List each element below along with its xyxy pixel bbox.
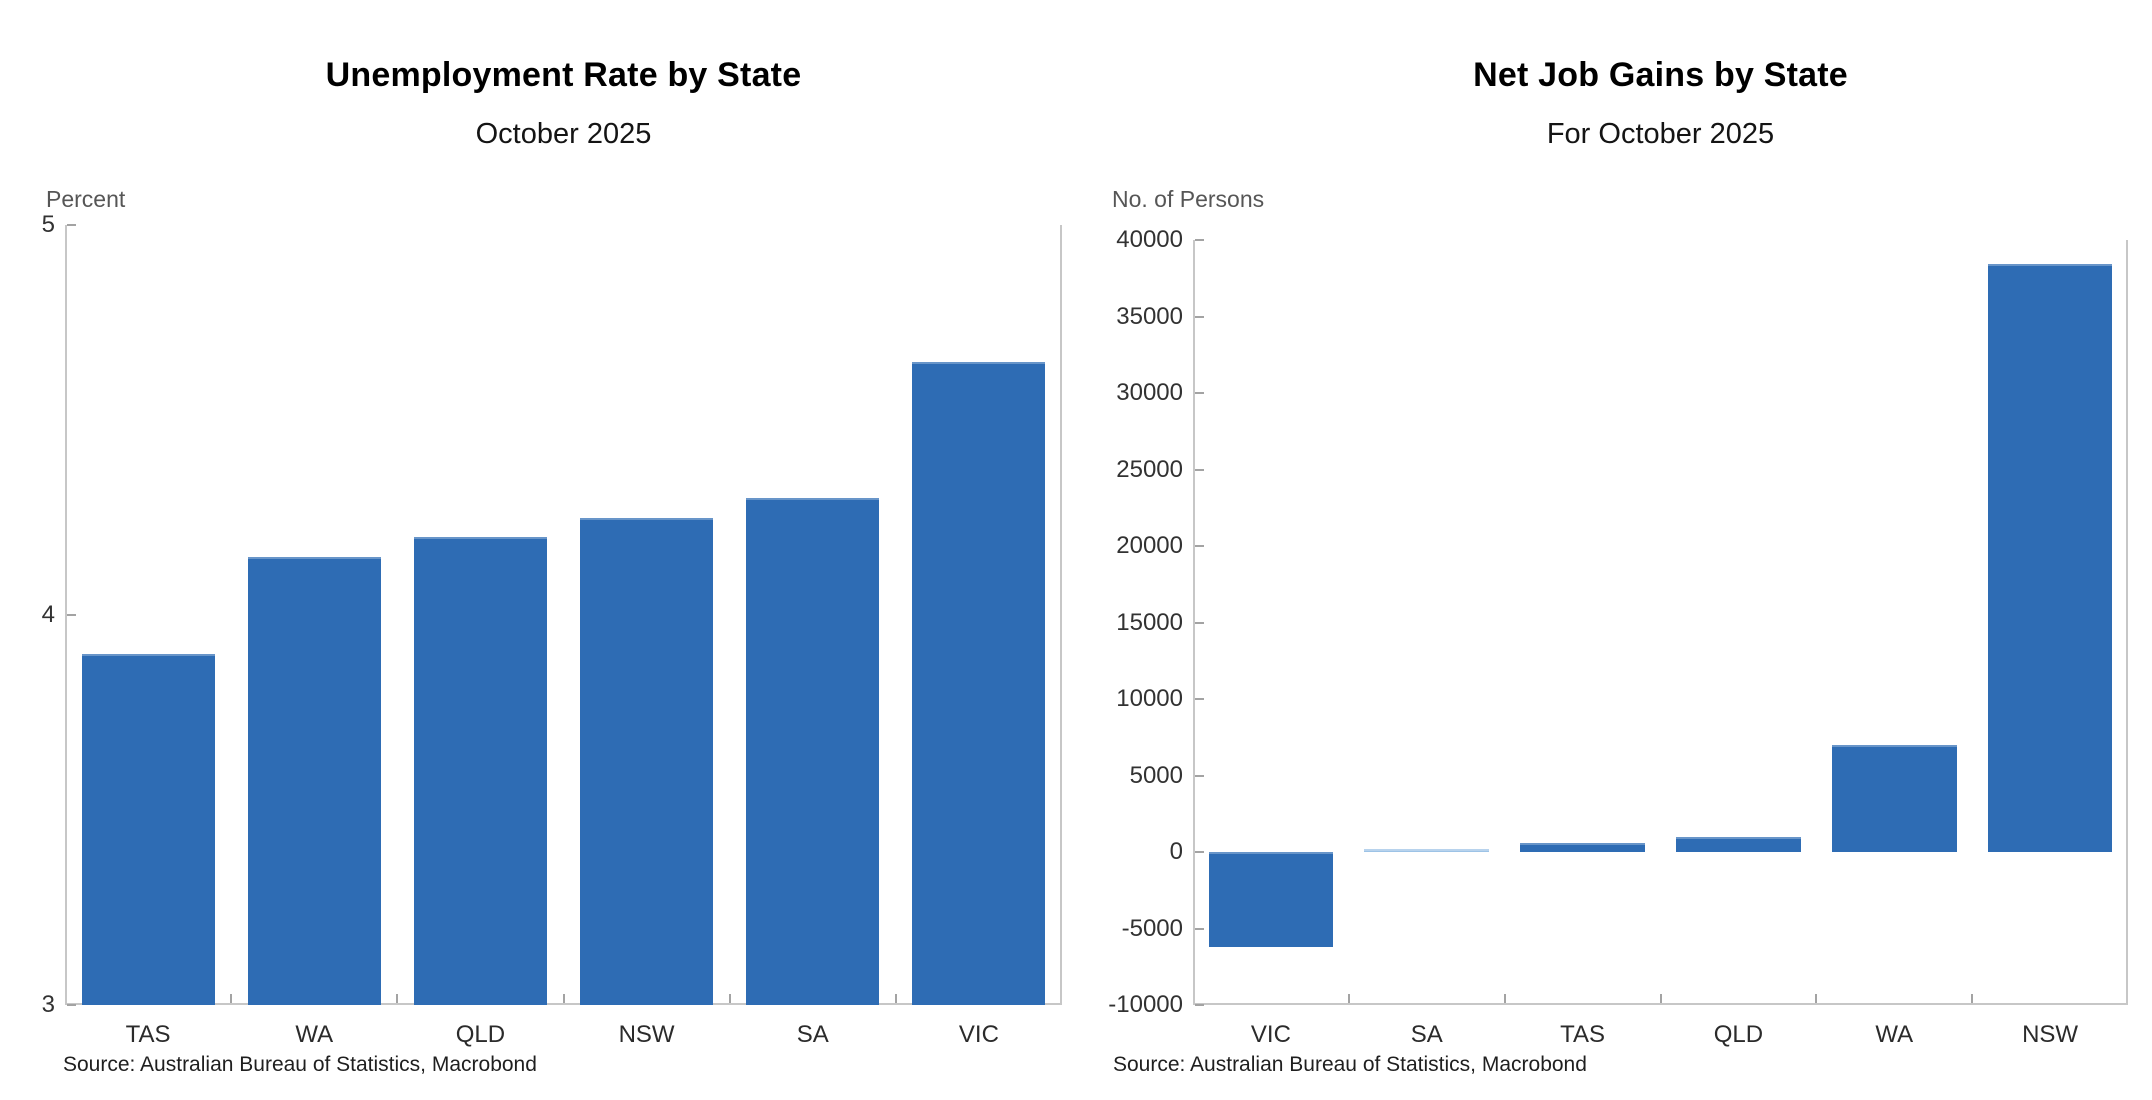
x-category-label: TAS (125, 1021, 171, 1048)
x-tick-mark (1815, 994, 1818, 1003)
y-tick-label: 10000 (1116, 685, 1183, 712)
bar-wa (247, 556, 381, 1005)
bar-qld (1676, 836, 1801, 852)
y-tick-mark (1195, 774, 1204, 777)
y-tick-mark (1195, 1004, 1204, 1006)
y-tick-label: 3 (41, 991, 55, 1018)
y-tick-label: 15000 (1116, 608, 1183, 636)
bar-tas (1520, 842, 1645, 852)
y-tick-mark (1195, 851, 1204, 853)
y-tick-mark (1195, 315, 1204, 318)
y-tick-mark (1195, 392, 1204, 394)
y-tick-mark (1195, 239, 1204, 241)
y-tick-label: 30000 (1116, 379, 1183, 406)
y-tick-mark (67, 1004, 76, 1006)
y-tick-label: 35000 (1116, 302, 1183, 330)
net-job-gains-chart: Net Job Gains by State For October 2025 … (1076, 0, 2152, 1100)
plot-area (1193, 239, 2128, 1006)
y-tick-mark (1195, 621, 1204, 624)
bar-tas (81, 654, 215, 1005)
y-axis-unit-label: No. of Persons (1112, 186, 1265, 212)
x-tick-mark (562, 994, 565, 1003)
x-category-label: WA (295, 1021, 334, 1048)
chart-subtitle: For October 2025 (1546, 118, 1775, 150)
x-tick-mark (1971, 994, 1974, 1003)
y-tick-label: -10000 (1108, 991, 1183, 1018)
y-tick-mark (1195, 698, 1204, 700)
y-tick-label: 5000 (1129, 761, 1183, 789)
x-category-label: QLD (1713, 1021, 1764, 1048)
y-tick-mark (1195, 545, 1204, 547)
source-note: Source: Australian Bureau of Statistics,… (1113, 1053, 1587, 1076)
x-category-label: VIC (958, 1021, 999, 1048)
bar-qld (413, 537, 547, 1005)
bar-nsw (1987, 264, 2113, 852)
bar-nsw (580, 517, 714, 1005)
x-tick-mark (728, 994, 731, 1003)
x-axis-line (1193, 1003, 2128, 1005)
y-tick-mark (67, 224, 76, 226)
x-category-label: NSW (2022, 1021, 2079, 1048)
x-tick-mark (396, 994, 399, 1003)
x-category-label: SA (1410, 1021, 1443, 1048)
y-axis-line (1193, 240, 1195, 1005)
y-tick-label: 5 (41, 211, 55, 238)
bar-wa (1831, 744, 1957, 852)
y-tick-label: 40000 (1116, 226, 1183, 253)
bar-sa (746, 498, 880, 1005)
source-note: Source: Australian Bureau of Statistics,… (63, 1053, 537, 1076)
y-tick-label: 0 (1169, 838, 1183, 865)
x-category-label: WA (1875, 1021, 1914, 1048)
y-tick-mark (1195, 468, 1204, 471)
bar-vic (912, 361, 1046, 1005)
y-axis-line (65, 225, 67, 1005)
y-tick-mark (1195, 927, 1204, 930)
x-tick-mark (1503, 994, 1506, 1003)
right-frame-line (2126, 240, 2128, 1005)
y-axis-unit-label: Percent (46, 186, 126, 212)
y-tick-label: 20000 (1116, 532, 1183, 559)
y-tick-mark (67, 614, 76, 616)
unemployment-rate-chart: Unemployment Rate by State October 2025 … (41, 56, 1062, 1076)
y-tick-label: -5000 (1121, 914, 1183, 942)
chart-title: Unemployment Rate by State (325, 56, 802, 94)
x-axis-line (65, 1003, 1062, 1005)
x-category-label: VIC (1250, 1021, 1291, 1048)
x-tick-mark (1347, 994, 1350, 1003)
y-tick-label: 25000 (1116, 455, 1183, 483)
chart-title: Net Job Gains by State (1473, 56, 1848, 94)
x-category-label: SA (796, 1021, 829, 1048)
x-tick-mark (894, 994, 897, 1003)
x-category-label: NSW (618, 1021, 675, 1048)
x-tick-mark (230, 994, 233, 1003)
x-category-label: TAS (1560, 1021, 1606, 1048)
right-frame-line (1060, 225, 1062, 1005)
x-tick-mark (1659, 994, 1662, 1003)
x-category-label: QLD (455, 1021, 506, 1048)
bar-vic (1208, 852, 1334, 947)
y-tick-label: 4 (41, 601, 55, 628)
plot-area (65, 224, 1062, 1006)
chart-subtitle: October 2025 (475, 118, 652, 150)
bar-sa (1364, 849, 1490, 852)
